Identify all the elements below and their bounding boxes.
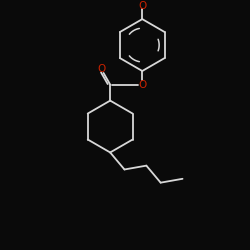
Text: O: O [98, 64, 106, 74]
Text: O: O [138, 80, 146, 90]
Text: O: O [138, 0, 146, 10]
